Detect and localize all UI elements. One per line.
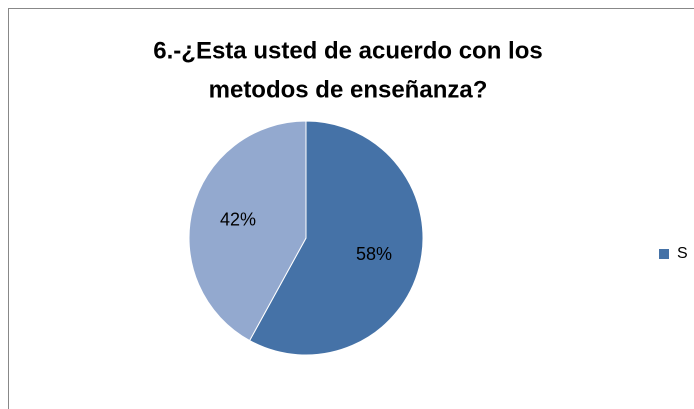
pie-slice [188,120,307,342]
chart-title: metodos de enseñanza? [209,76,488,103]
chart-title: 6.-¿Esta usted de acuerdo con los [153,37,542,64]
data-label: 58% [356,244,392,264]
data-label: 42% [220,209,256,229]
legend-label: S [677,245,688,262]
legend-swatch [659,249,669,259]
pie-slice [248,120,424,356]
